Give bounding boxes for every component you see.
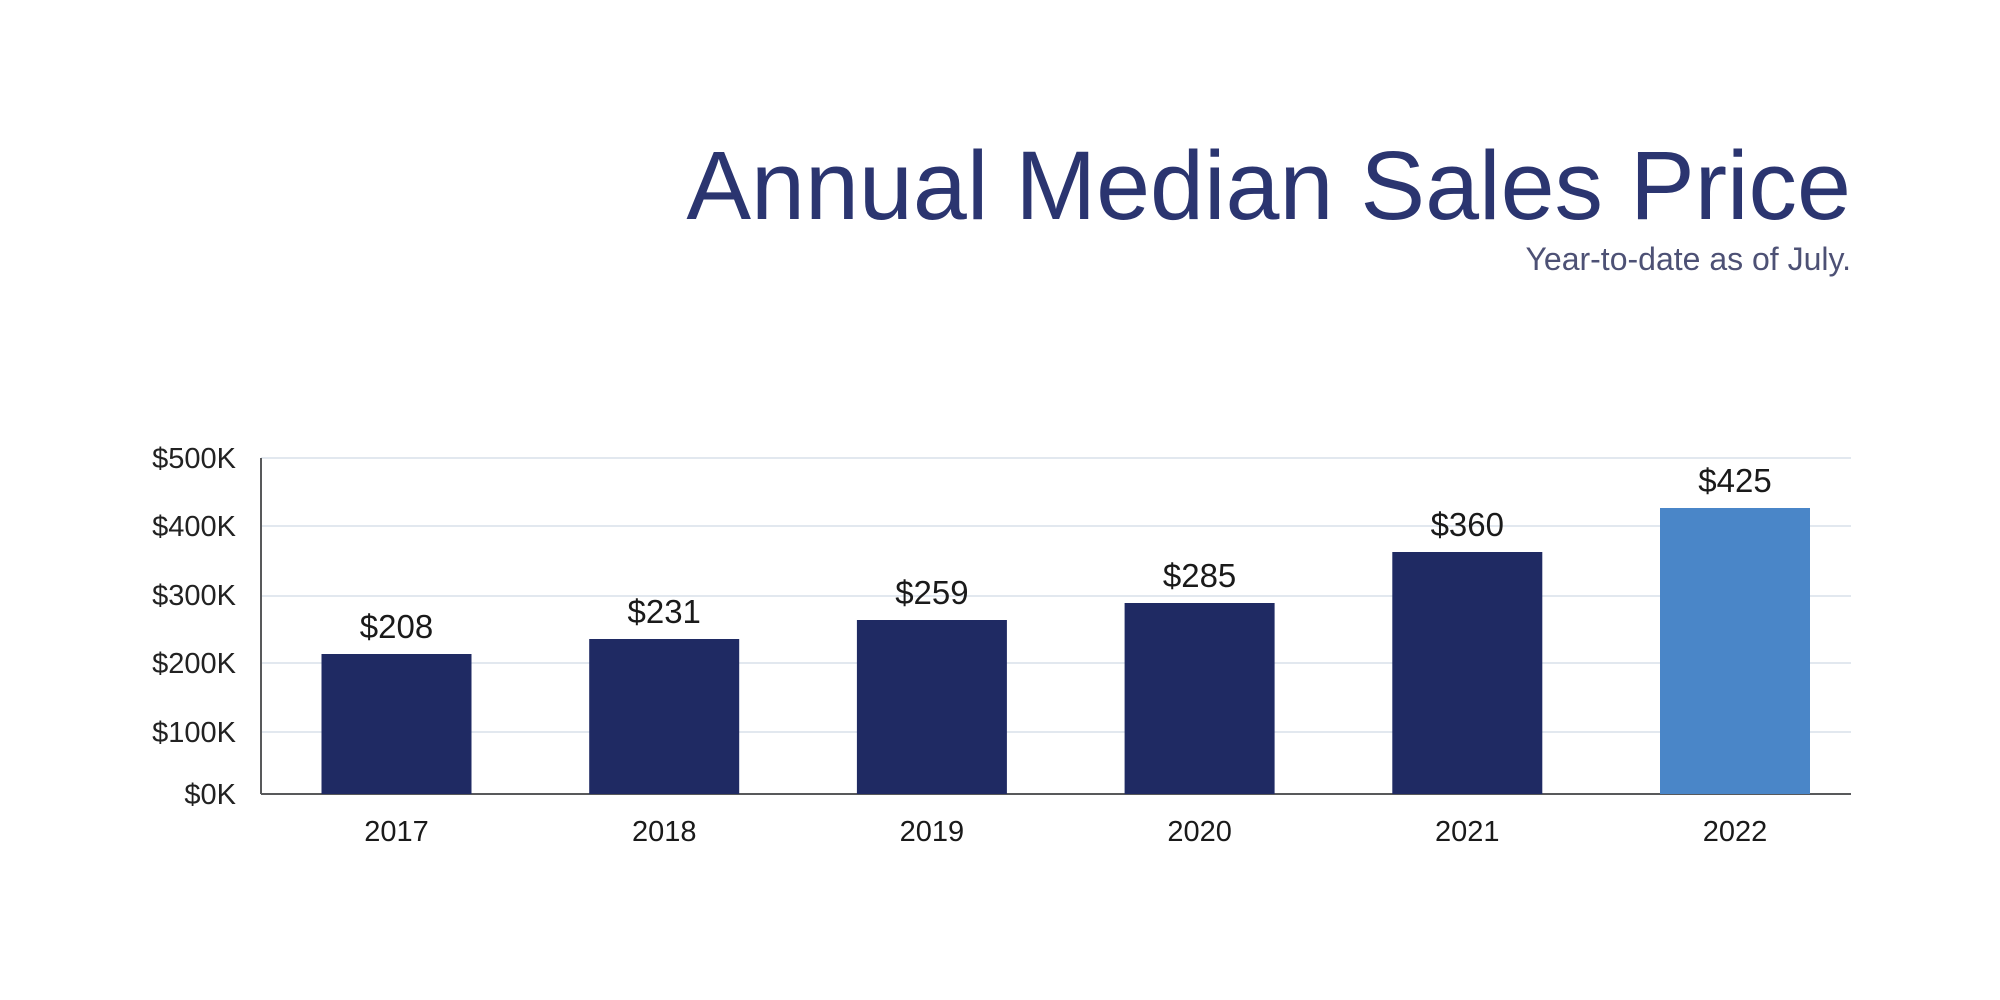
svg-text:$425: $425 bbox=[1698, 462, 1771, 499]
svg-text:$500K: $500K bbox=[152, 443, 237, 475]
svg-text:2022: 2022 bbox=[1703, 816, 1768, 848]
svg-text:2017: 2017 bbox=[364, 816, 429, 848]
svg-text:$200K: $200K bbox=[152, 648, 237, 680]
svg-text:$100K: $100K bbox=[152, 717, 237, 749]
svg-text:$208: $208 bbox=[360, 608, 433, 645]
svg-text:2018: 2018 bbox=[632, 816, 697, 848]
svg-text:$0K: $0K bbox=[184, 779, 236, 811]
svg-text:2021: 2021 bbox=[1435, 816, 1500, 848]
svg-text:$360: $360 bbox=[1431, 506, 1504, 543]
svg-text:2020: 2020 bbox=[1167, 816, 1232, 848]
svg-text:$259: $259 bbox=[895, 574, 968, 611]
svg-text:$300K: $300K bbox=[152, 580, 237, 612]
svg-text:$231: $231 bbox=[627, 593, 700, 630]
svg-text:2019: 2019 bbox=[900, 816, 965, 848]
svg-text:$400K: $400K bbox=[152, 511, 237, 543]
svg-text:$285: $285 bbox=[1163, 557, 1236, 594]
